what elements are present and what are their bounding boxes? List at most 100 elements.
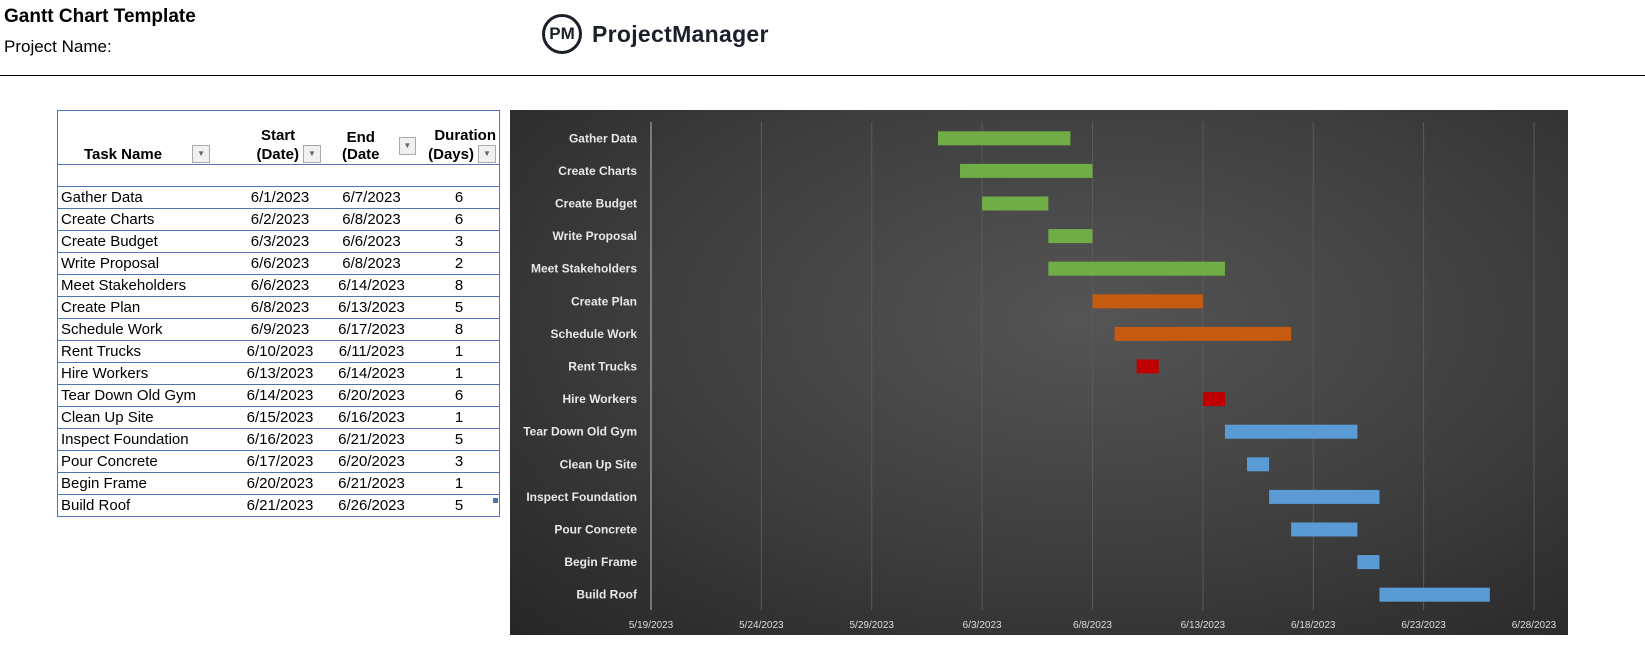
column-header-label: Task Name bbox=[83, 145, 163, 163]
end-date-cell[interactable]: 6/26/2023 bbox=[324, 494, 419, 517]
start-date-cell[interactable]: 6/1/2023 bbox=[236, 186, 324, 209]
gantt-bar[interactable] bbox=[1136, 359, 1159, 374]
start-date-cell[interactable]: 6/15/2023 bbox=[236, 406, 324, 429]
start-date-cell[interactable]: 6/16/2023 bbox=[236, 428, 324, 451]
task-name-cell[interactable]: Create Charts bbox=[57, 208, 236, 231]
filter-dropdown-icon[interactable]: ▼ bbox=[192, 145, 211, 163]
gantt-bar[interactable] bbox=[960, 163, 1093, 178]
start-date-cell[interactable]: 6/3/2023 bbox=[236, 230, 324, 253]
task-name-cell[interactable]: Schedule Work bbox=[57, 318, 236, 341]
gantt-bar[interactable] bbox=[1224, 424, 1358, 439]
category-label: Create Plan bbox=[571, 294, 637, 308]
table-row: Gather Data 6/1/2023 6/7/2023 6 bbox=[57, 186, 500, 209]
end-date-cell[interactable]: 6/21/2023 bbox=[324, 472, 419, 495]
duration-cell[interactable]: 1 bbox=[419, 406, 500, 429]
gantt-bar[interactable] bbox=[1269, 489, 1380, 504]
table-row: Hire Workers 6/13/2023 6/14/2023 1 bbox=[57, 362, 500, 385]
gantt-bar[interactable] bbox=[1357, 555, 1380, 570]
task-name-cell[interactable]: Meet Stakeholders bbox=[57, 274, 236, 297]
x-tick-label: 6/8/2023 bbox=[1073, 620, 1112, 631]
category-label: Build Roof bbox=[576, 588, 638, 602]
table-resize-handle[interactable] bbox=[493, 498, 498, 503]
task-name-cell[interactable]: Build Roof bbox=[57, 494, 236, 517]
task-name-cell[interactable]: Clean Up Site bbox=[57, 406, 236, 429]
gantt-bar[interactable] bbox=[982, 196, 1049, 211]
start-date-cell[interactable]: 6/2/2023 bbox=[236, 208, 324, 231]
task-name-cell[interactable]: Pour Concrete bbox=[57, 450, 236, 473]
category-label: Create Budget bbox=[555, 197, 637, 211]
page-title: Gantt Chart Template bbox=[4, 6, 196, 27]
duration-cell[interactable]: 6 bbox=[419, 384, 500, 407]
task-name-cell[interactable]: Gather Data bbox=[57, 186, 236, 209]
gantt-chart-svg: 5/19/2023 5/24/2023 5/29/2023 6/3/2023 6/8/2… bbox=[523, 122, 1557, 631]
start-date-cell[interactable]: 6/10/2023 bbox=[236, 340, 324, 363]
end-date-cell[interactable]: 6/14/2023 bbox=[324, 362, 419, 385]
x-tick-label: 5/24/2023 bbox=[739, 620, 784, 631]
end-date-cell[interactable]: 6/6/2023 bbox=[324, 230, 419, 253]
start-date-cell[interactable]: 6/21/2023 bbox=[236, 494, 324, 517]
start-date-cell[interactable]: 6/6/2023 bbox=[236, 274, 324, 297]
task-name-cell[interactable]: Create Budget bbox=[57, 230, 236, 253]
duration-cell[interactable]: 2 bbox=[419, 252, 500, 275]
start-date-cell[interactable]: 6/14/2023 bbox=[236, 384, 324, 407]
duration-cell[interactable]: 1 bbox=[419, 340, 500, 363]
duration-cell[interactable]: 5 bbox=[419, 494, 500, 517]
end-date-cell[interactable]: 6/7/2023 bbox=[324, 186, 419, 209]
end-date-cell[interactable]: 6/8/2023 bbox=[324, 208, 419, 231]
start-date-cell[interactable]: 6/6/2023 bbox=[236, 252, 324, 275]
gantt-bar[interactable] bbox=[1048, 261, 1225, 276]
task-name-cell[interactable]: Hire Workers bbox=[57, 362, 236, 385]
table-row: Build Roof 6/21/2023 6/26/2023 5 bbox=[57, 494, 500, 517]
task-name-cell[interactable]: Tear Down Old Gym bbox=[57, 384, 236, 407]
duration-cell[interactable]: 1 bbox=[419, 472, 500, 495]
duration-cell[interactable]: 6 bbox=[419, 208, 500, 231]
pm-logo-mark: PM bbox=[542, 14, 582, 54]
table-row: Create Budget 6/3/2023 6/6/2023 3 bbox=[57, 230, 500, 253]
end-date-cell[interactable]: 6/21/2023 bbox=[324, 428, 419, 451]
gantt-bar[interactable] bbox=[1291, 522, 1358, 537]
task-name-cell[interactable]: Inspect Foundation bbox=[57, 428, 236, 451]
duration-cell[interactable]: 8 bbox=[419, 274, 500, 297]
column-header-line1 bbox=[327, 111, 416, 129]
duration-cell[interactable]: 1 bbox=[419, 362, 500, 385]
end-date-cell[interactable]: 6/8/2023 bbox=[324, 252, 419, 275]
gantt-bar[interactable] bbox=[1048, 229, 1093, 244]
end-date-cell[interactable]: 6/17/2023 bbox=[324, 318, 419, 341]
end-date-cell[interactable]: 6/13/2023 bbox=[324, 296, 419, 319]
task-name-cell[interactable]: Rent Trucks bbox=[57, 340, 236, 363]
gantt-bar[interactable] bbox=[1114, 326, 1292, 341]
duration-cell[interactable]: 8 bbox=[419, 318, 500, 341]
duration-cell[interactable]: 5 bbox=[419, 296, 500, 319]
gantt-bar[interactable] bbox=[1247, 457, 1270, 472]
start-date-cell[interactable]: 6/20/2023 bbox=[236, 472, 324, 495]
column-header: Task Name ▼ bbox=[57, 110, 236, 165]
duration-cell[interactable]: 5 bbox=[419, 428, 500, 451]
end-date-cell[interactable]: 6/20/2023 bbox=[324, 450, 419, 473]
end-date-cell[interactable]: 6/14/2023 bbox=[324, 274, 419, 297]
task-name-cell[interactable]: Write Proposal bbox=[57, 252, 236, 275]
task-name-cell[interactable]: Create Plan bbox=[57, 296, 236, 319]
task-name-cell[interactable]: Begin Frame bbox=[57, 472, 236, 495]
x-tick-label: 5/29/2023 bbox=[850, 620, 895, 631]
column-header-label: (Date) bbox=[256, 145, 299, 163]
gantt-bar[interactable] bbox=[1202, 392, 1225, 407]
duration-cell[interactable]: 6 bbox=[419, 186, 500, 209]
table-row: Begin Frame 6/20/2023 6/21/2023 1 bbox=[57, 472, 500, 495]
filter-dropdown-icon[interactable]: ▼ bbox=[478, 145, 496, 163]
filter-dropdown-icon[interactable]: ▼ bbox=[398, 137, 416, 155]
filter-dropdown-icon[interactable]: ▼ bbox=[303, 145, 321, 163]
start-date-cell[interactable]: 6/8/2023 bbox=[236, 296, 324, 319]
duration-cell[interactable]: 3 bbox=[419, 450, 500, 473]
gantt-bar[interactable] bbox=[937, 131, 1071, 146]
end-date-cell[interactable]: 6/11/2023 bbox=[324, 340, 419, 363]
column-header-line1: Duration bbox=[434, 127, 496, 144]
start-date-cell[interactable]: 6/17/2023 bbox=[236, 450, 324, 473]
gantt-bar[interactable] bbox=[1379, 587, 1490, 602]
gantt-bar[interactable] bbox=[1092, 294, 1203, 309]
end-date-cell[interactable]: 6/20/2023 bbox=[324, 384, 419, 407]
table-row: Write Proposal 6/6/2023 6/8/2023 2 bbox=[57, 252, 500, 275]
start-date-cell[interactable]: 6/9/2023 bbox=[236, 318, 324, 341]
duration-cell[interactable]: 3 bbox=[419, 230, 500, 253]
end-date-cell[interactable]: 6/16/2023 bbox=[324, 406, 419, 429]
start-date-cell[interactable]: 6/13/2023 bbox=[236, 362, 324, 385]
